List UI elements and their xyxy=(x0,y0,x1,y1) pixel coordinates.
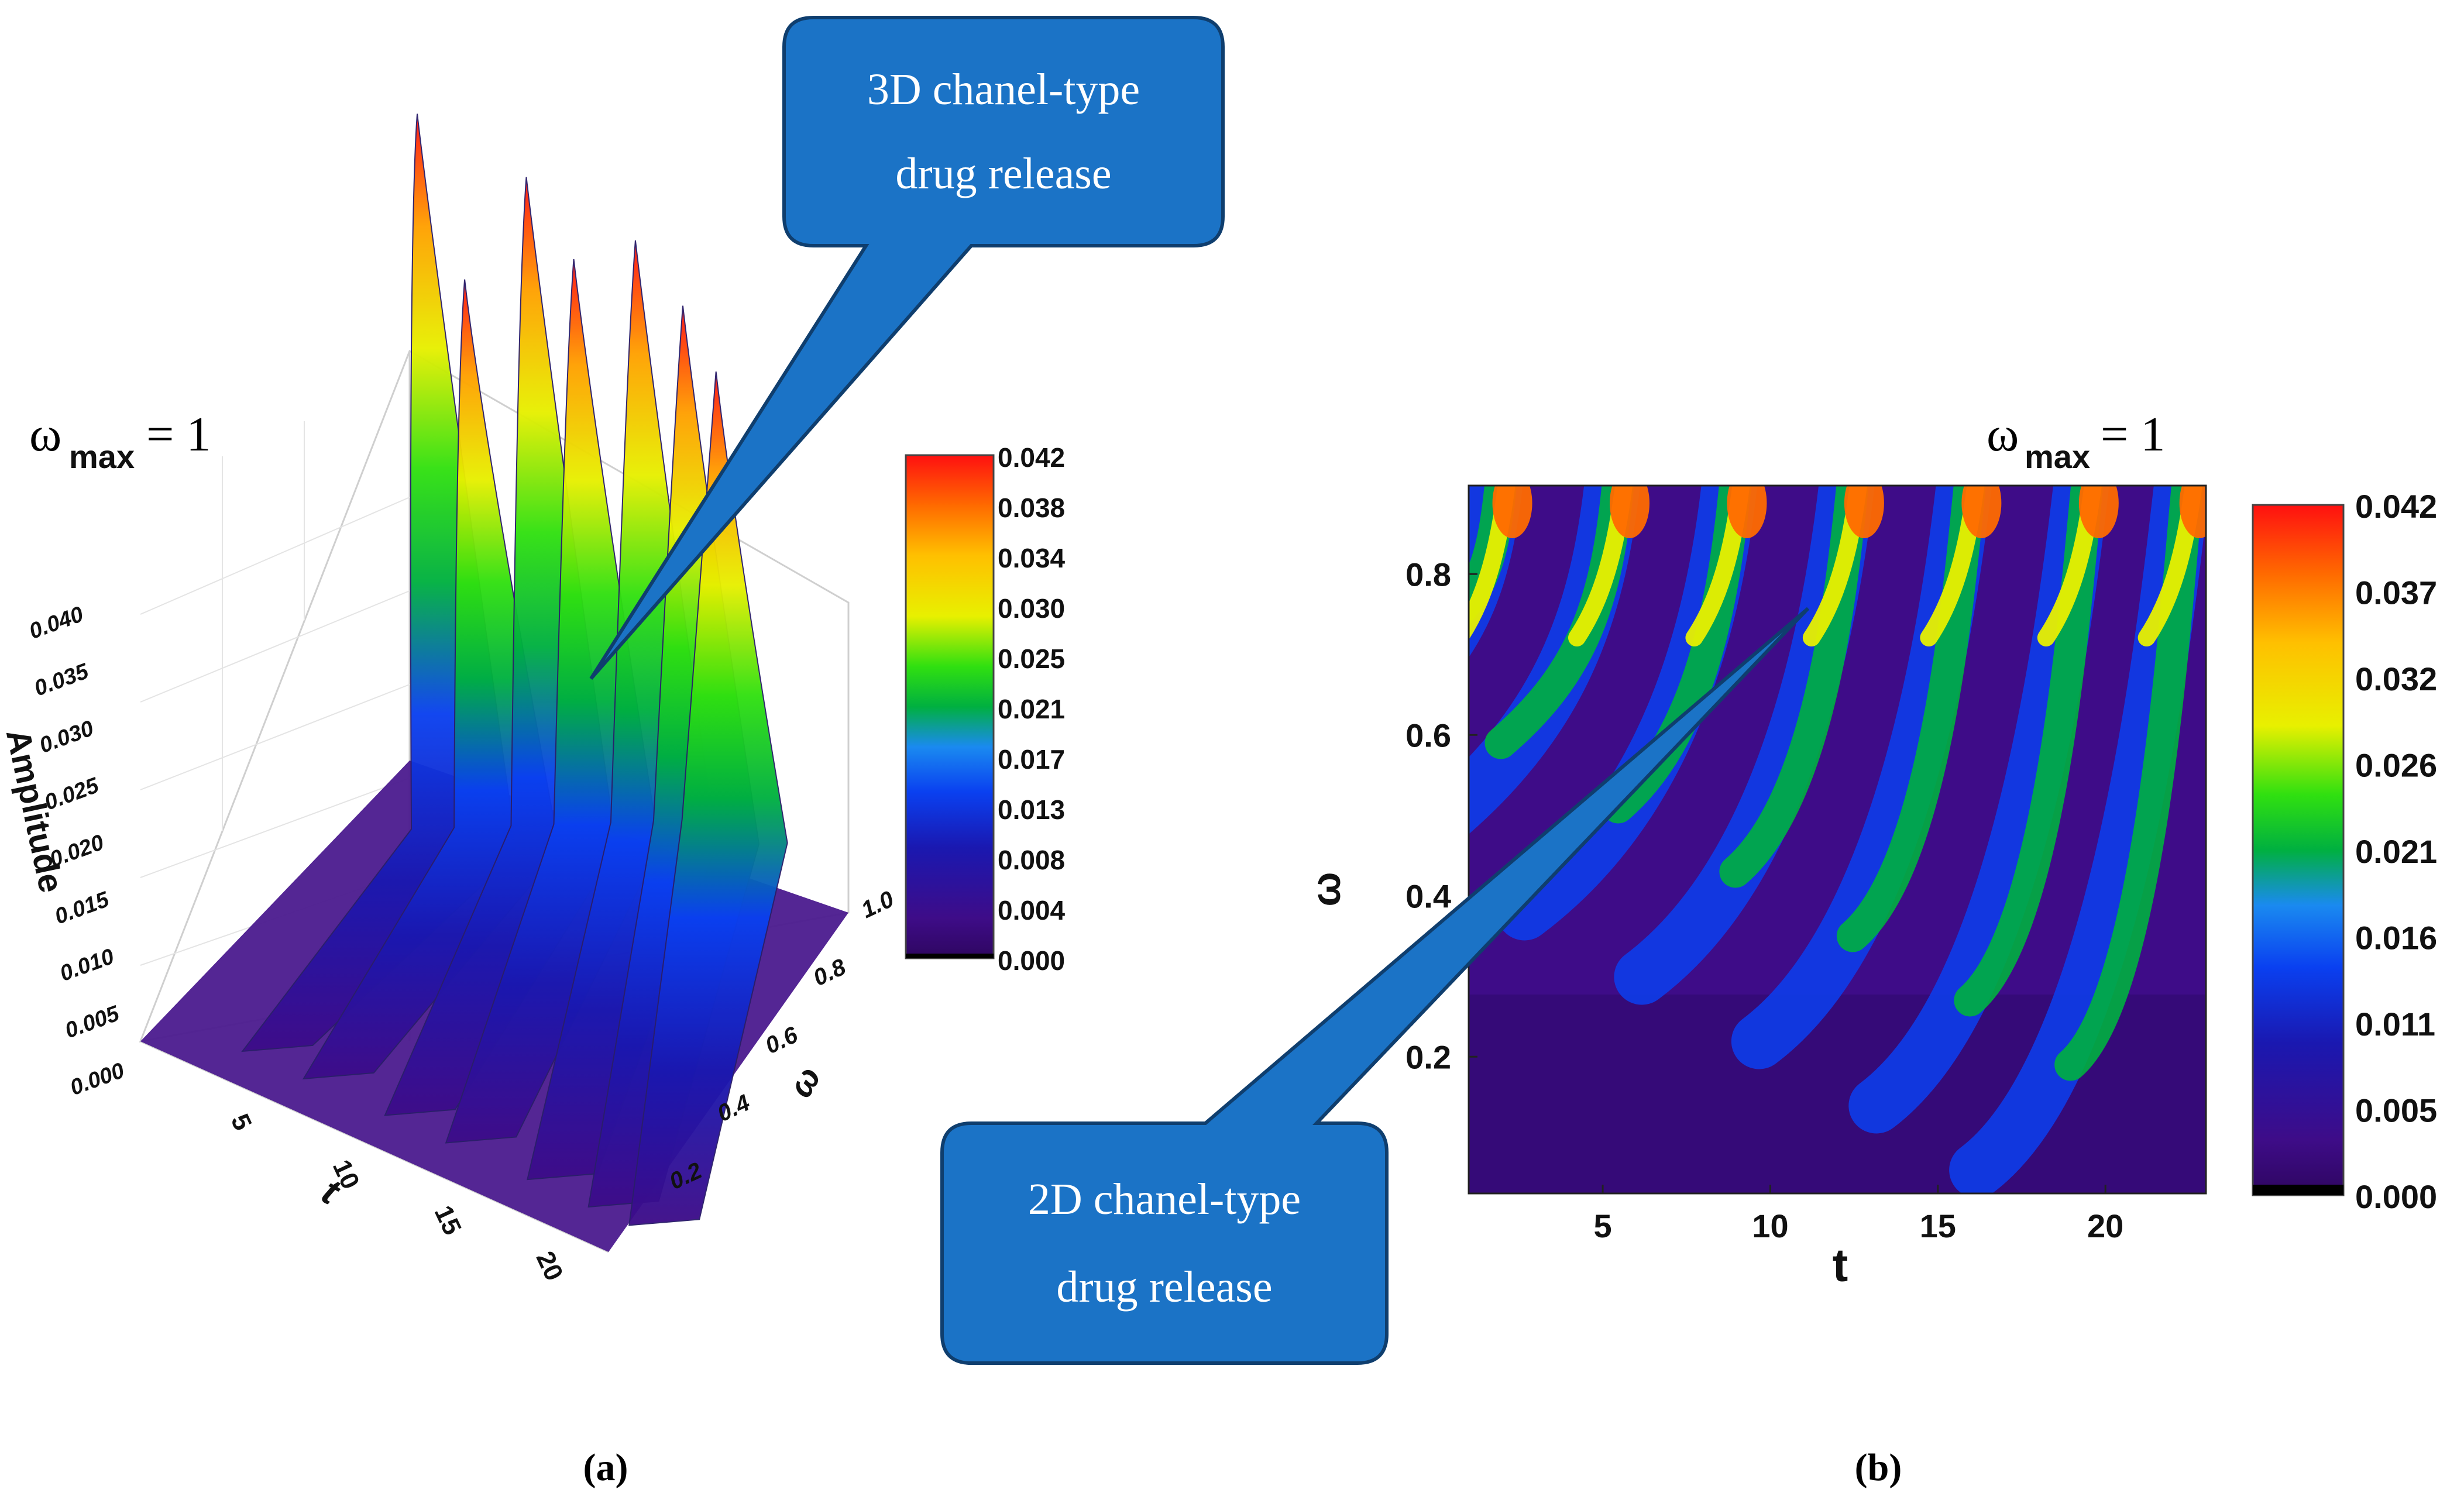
colorbar-a-tick: 0.017 xyxy=(998,744,1065,775)
surface-peak xyxy=(628,371,788,1226)
colorbar-b-tick: 0.005 xyxy=(2355,1092,2437,1129)
colorbar-a-tick: 0.038 xyxy=(998,493,1065,523)
y-tick: 1.0 xyxy=(857,886,898,923)
z-tick: 0.010 xyxy=(57,944,118,986)
y-tick-b: 0.8 xyxy=(1405,556,1451,593)
colorbar-a-tick: 0.008 xyxy=(998,845,1065,875)
callout-3d-line1: 3D chanel-type xyxy=(867,65,1140,114)
y-tick-b: 0.4 xyxy=(1405,878,1451,914)
colorbar-b-tick: 0.037 xyxy=(2355,574,2437,611)
x-tick-b: 20 xyxy=(2087,1207,2123,1244)
heatmap-band-blue xyxy=(1469,486,1523,658)
x-tick: 5 xyxy=(225,1110,257,1135)
colorbar-b-ticks: 0.042 0.037 0.032 0.026 0.021 0.016 0.011 0.005… xyxy=(2355,488,2437,1215)
callout-3d: 3D chanel-type drug release xyxy=(589,16,1225,680)
heatmap-hotspot xyxy=(1492,486,1532,538)
x-tick: 15 xyxy=(429,1201,467,1239)
title-rest: = 1 xyxy=(146,407,211,462)
heatmap-bands xyxy=(1469,486,2206,1193)
surface-peaks xyxy=(241,113,788,1226)
callout-2d-line2: drug release xyxy=(1056,1262,1272,1312)
heatmap-area xyxy=(1469,486,2206,1193)
x-axis-ticks-b: 5 10 15 20 xyxy=(1594,1185,2123,1244)
colorbar-a-tick: 0.021 xyxy=(998,694,1065,724)
z-tick: 0.015 xyxy=(51,887,113,929)
heatmap-hotspot xyxy=(2179,486,2206,538)
z-tick: 0.000 xyxy=(67,1058,128,1100)
colorbar-a-ticks: 0.042 0.038 0.034 0.030 0.025 0.021 0.017 0.013… xyxy=(998,442,1066,976)
y-tick: 0.8 xyxy=(809,954,850,991)
colorbar-b-tick: 0.042 xyxy=(2355,488,2437,525)
title-sub: max xyxy=(69,438,135,475)
callout-2d: 2D chanel-type drug release xyxy=(940,607,1810,1365)
heatmap-hotspot xyxy=(1961,486,2002,538)
x-tick: 20 xyxy=(531,1247,569,1285)
x-tick-b: 5 xyxy=(1594,1207,1612,1244)
y-axis-label-b: ω xyxy=(1303,872,1349,906)
colorbar-a-tick: 0.004 xyxy=(998,895,1066,926)
heatmap-hotspot xyxy=(1844,486,1884,538)
colorbar-b: 0.042 0.037 0.032 0.026 0.021 0.016 0.011 0.005… xyxy=(2252,488,2437,1215)
y-axis-ticks-b: 0.2 0.4 0.6 0.8 xyxy=(1405,556,1477,1075)
panel-b-heatmap: 5 10 15 20 0.2 0.4 0.6 0.8 t ω ω max = 1 0.042… xyxy=(1303,407,2437,1489)
panel-a-3d-surface: 0.0000.0050.0100.0150.0200.0250.0300.035… xyxy=(0,113,1066,1489)
y-tick: 0.6 xyxy=(761,1021,802,1059)
panel-b-title: ω max = 1 xyxy=(1987,407,2165,475)
x-axis-label-b: t xyxy=(1833,1239,1848,1291)
colorbar-a-tick: 0.030 xyxy=(998,593,1065,624)
colorbar-b-tick: 0.000 xyxy=(2355,1178,2437,1215)
y-tick-b: 0.2 xyxy=(1405,1038,1451,1075)
heatmap-hotspot xyxy=(1610,486,1649,538)
colorbar-b-tick: 0.026 xyxy=(2355,747,2437,784)
callout-2d-line1: 2D chanel-type xyxy=(1028,1175,1301,1224)
x-tick-b: 15 xyxy=(1920,1207,1956,1244)
z-tick: 0.030 xyxy=(36,716,97,758)
colorbar-a: 0.042 0.038 0.034 0.030 0.025 0.021 0.017 0.013… xyxy=(905,442,1066,976)
colorbar-b-tick: 0.021 xyxy=(2355,833,2437,870)
caption-a: (a) xyxy=(583,1446,628,1489)
colorbar-b-tick: 0.011 xyxy=(2355,1006,2435,1043)
title-omega: ω xyxy=(29,407,61,462)
colorbar-a-tick: 0.000 xyxy=(998,945,1065,976)
panel-a-title: ω max = 1 xyxy=(29,407,211,475)
colorbar-a-tick: 0.025 xyxy=(998,644,1065,674)
title-b-sub: max xyxy=(2025,438,2090,475)
colorbar-a-tick: 0.013 xyxy=(998,794,1065,825)
colorbar-a-tick: 0.042 xyxy=(998,442,1065,473)
z-tick: 0.035 xyxy=(31,659,92,701)
x-tick-b: 10 xyxy=(1752,1207,1788,1244)
heatmap-hotspot xyxy=(2078,486,2119,538)
surface-grid xyxy=(140,421,410,966)
caption-b: (b) xyxy=(1855,1446,1902,1489)
y-axis-label: ω xyxy=(781,1060,828,1103)
y-tick-b: 0.6 xyxy=(1405,717,1451,754)
colorbar-b-tick: 0.016 xyxy=(2355,920,2437,957)
colorbar-b-tick: 0.032 xyxy=(2355,660,2437,697)
z-tick: 0.040 xyxy=(26,602,87,644)
z-tick: 0.005 xyxy=(62,1001,123,1043)
title-b-rest: = 1 xyxy=(2101,407,2165,462)
title-b-omega: ω xyxy=(1987,407,2019,462)
callout-3d-line2: drug release xyxy=(895,149,1111,198)
heatmap-frame xyxy=(1468,484,2207,1195)
z-axis-ticks: 0.0000.0050.0100.0150.0200.0250.0300.035… xyxy=(26,602,128,1100)
heatmap-hotspot xyxy=(1727,486,1767,538)
colorbar-a-tick: 0.034 xyxy=(998,543,1066,573)
